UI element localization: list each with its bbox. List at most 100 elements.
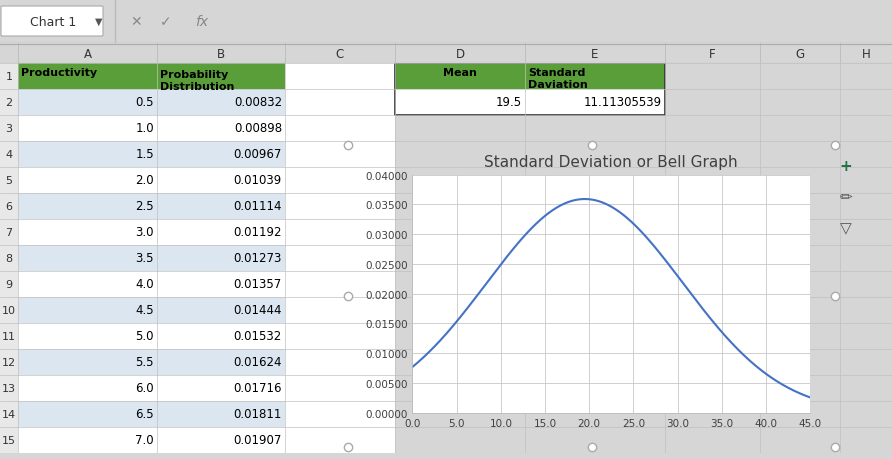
Text: 0.00832: 0.00832 [234,96,282,109]
Text: Mean: Mean [443,68,477,78]
Text: 11: 11 [2,331,16,341]
Text: ▽: ▽ [840,221,852,236]
Bar [285,116,395,142]
Bar [18,323,285,349]
Bar [0,194,18,219]
Bar [285,142,395,168]
Text: 2.0: 2.0 [136,174,154,187]
Bar [285,246,395,271]
Text: 9: 9 [5,280,12,289]
Bar [395,64,665,90]
Bar [0,246,18,271]
Text: Daviation: Daviation [528,79,588,90]
Title: Standard Deviation or Bell Graph: Standard Deviation or Bell Graph [484,155,738,170]
Bar [0,375,18,401]
Bar [18,401,285,427]
Text: 5.5: 5.5 [136,356,154,369]
Text: 0.01444: 0.01444 [234,304,282,317]
Text: ▼: ▼ [95,17,103,27]
Bar [18,246,285,271]
Text: 10: 10 [2,305,16,315]
Text: 0.00898: 0.00898 [234,122,282,135]
Bar [18,116,285,142]
Text: A: A [84,47,92,61]
Bar [18,271,285,297]
Bar [18,142,285,168]
Bar [285,64,395,90]
Text: 4.5: 4.5 [136,304,154,317]
Bar [0,116,18,142]
Text: F: F [709,47,715,61]
Text: 7.0: 7.0 [136,434,154,447]
Bar [18,219,285,246]
Bar [0,271,18,297]
Bar [18,168,285,194]
Bar [285,323,395,349]
Text: 1.5: 1.5 [136,148,154,161]
Bar [18,90,285,116]
Bar [0,401,18,427]
Text: 0.5: 0.5 [136,96,154,109]
Text: Productivity: Productivity [21,68,97,78]
Text: 0.01811: 0.01811 [234,408,282,420]
Text: 0.01357: 0.01357 [234,278,282,291]
Bar [0,142,18,168]
Text: D: D [456,47,465,61]
Bar [18,297,285,323]
Text: 1: 1 [5,72,12,82]
Text: C: C [336,47,344,61]
Bar [18,427,285,453]
Bar [18,375,285,401]
Text: B: B [217,47,225,61]
Text: 4.0: 4.0 [136,278,154,291]
Bar [18,349,285,375]
Text: 0.01192: 0.01192 [234,226,282,239]
Bar [0,427,18,453]
Bar [285,194,395,219]
Bar [18,168,285,194]
Bar [18,246,285,271]
Text: fx: fx [195,15,208,29]
Text: 7: 7 [5,228,12,237]
Bar [18,297,285,323]
Text: E: E [591,47,599,61]
Text: ✕: ✕ [130,15,142,29]
Bar [0,90,18,116]
Text: 3: 3 [5,124,12,134]
FancyBboxPatch shape [1,7,103,37]
Text: ✏: ✏ [839,190,853,205]
Bar [18,271,285,297]
Bar [395,90,665,116]
Text: 6.0: 6.0 [136,382,154,395]
Bar [18,142,285,168]
Text: 6: 6 [5,202,12,212]
Text: ✓: ✓ [160,15,171,29]
Text: 12: 12 [2,357,16,367]
Text: 5: 5 [5,176,12,185]
Bar [285,168,395,194]
Bar [285,427,395,453]
Text: 0.01532: 0.01532 [234,330,282,343]
Bar [18,90,285,116]
Text: Standard: Standard [528,68,585,78]
Text: 0.01114: 0.01114 [234,200,282,213]
Bar [0,323,18,349]
Text: 0.01716: 0.01716 [234,382,282,395]
Text: 13: 13 [2,383,16,393]
Bar [285,349,395,375]
Text: 0.01907: 0.01907 [234,434,282,447]
Text: 0.00967: 0.00967 [234,148,282,161]
Text: 2: 2 [5,98,12,108]
Text: 2.5: 2.5 [136,200,154,213]
Bar [0,64,18,90]
Bar [18,194,285,219]
Bar [285,375,395,401]
Bar [18,219,285,246]
Bar [285,401,395,427]
Bar [395,64,665,116]
Text: 11.11305539: 11.11305539 [584,96,662,109]
Bar [0,168,18,194]
Text: 19.5: 19.5 [496,96,522,109]
Bar [18,64,285,90]
Bar [18,64,285,90]
